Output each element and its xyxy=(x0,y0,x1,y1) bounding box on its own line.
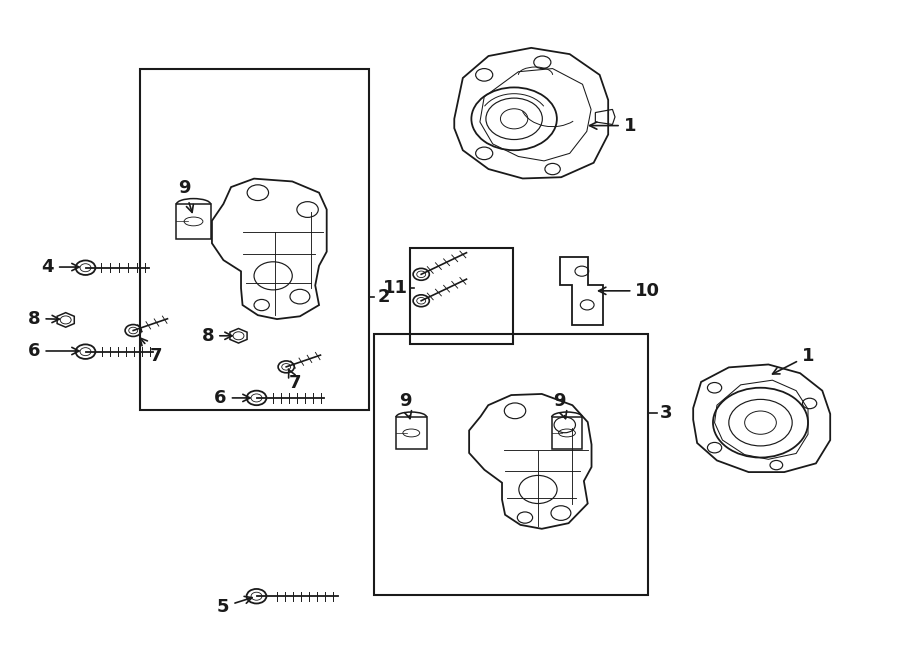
Text: 4: 4 xyxy=(41,258,79,276)
Bar xyxy=(140,69,369,410)
Text: 7: 7 xyxy=(288,369,302,393)
Text: 3: 3 xyxy=(660,404,672,422)
Text: 9: 9 xyxy=(399,392,411,418)
Text: 8: 8 xyxy=(202,327,232,345)
Text: 7: 7 xyxy=(140,338,162,365)
Text: 8: 8 xyxy=(28,309,59,328)
Text: 2: 2 xyxy=(378,288,391,307)
Text: 9: 9 xyxy=(178,179,194,212)
Text: 10: 10 xyxy=(598,282,661,300)
Text: 9: 9 xyxy=(554,392,567,418)
Text: 5: 5 xyxy=(217,596,252,616)
Text: 6: 6 xyxy=(28,342,79,360)
Text: 6: 6 xyxy=(214,389,250,407)
Text: 1: 1 xyxy=(590,116,636,135)
Text: 11: 11 xyxy=(382,278,408,297)
Bar xyxy=(396,417,427,449)
Bar xyxy=(410,248,513,344)
Bar xyxy=(176,204,211,239)
Bar xyxy=(552,417,582,449)
Bar xyxy=(374,334,648,595)
Text: 1: 1 xyxy=(772,347,814,374)
